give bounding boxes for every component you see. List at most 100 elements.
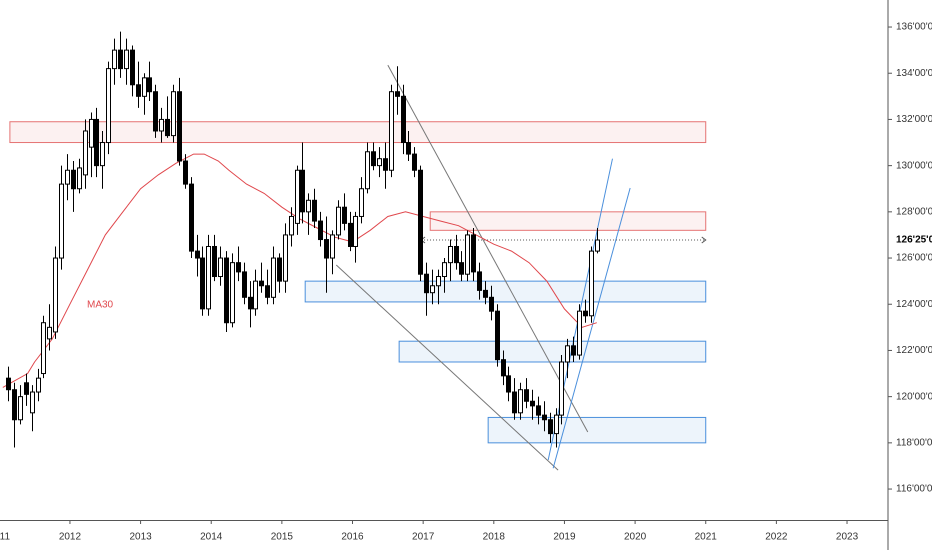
trend-line <box>335 264 559 471</box>
candle-body <box>348 222 353 247</box>
x-tick-label: 2013 <box>129 532 152 543</box>
candle-body <box>177 91 182 162</box>
x-tick-label: 2023 <box>836 532 859 543</box>
candle-body <box>418 169 423 275</box>
candle-body <box>477 271 482 291</box>
candle-body <box>130 49 135 86</box>
candle-body <box>318 220 323 241</box>
candle-body <box>548 419 553 435</box>
x-tick-label: 2011 <box>0 532 10 543</box>
candle-body <box>118 49 123 70</box>
candle-body <box>448 245 453 264</box>
candle-body <box>530 400 535 407</box>
candle-body <box>77 167 82 190</box>
candle-body <box>53 257 58 333</box>
candle-body <box>577 310 582 356</box>
candle-body <box>365 151 370 190</box>
candle-body <box>289 215 294 236</box>
candle-body <box>336 206 341 236</box>
candle-body <box>377 158 382 167</box>
candle-body <box>124 49 129 70</box>
candle-body <box>259 280 264 287</box>
candle-body <box>442 262 447 278</box>
candle-body <box>106 68 111 144</box>
candle-body <box>200 257 205 310</box>
candle-body <box>359 188 364 217</box>
candle-body <box>506 375 511 393</box>
candle-body <box>483 289 488 298</box>
ma-line <box>2 153 597 388</box>
candle-body <box>371 151 376 167</box>
candle-body <box>253 280 258 310</box>
candle-body <box>224 257 229 324</box>
x-tick-label: 2012 <box>59 532 82 543</box>
candle-body <box>94 118 99 167</box>
candle-body <box>153 91 158 132</box>
candle-body <box>71 169 76 190</box>
candle-body <box>583 310 588 317</box>
candle-body <box>430 285 435 294</box>
candle-body <box>24 382 29 395</box>
x-tick-label: 2016 <box>341 532 364 543</box>
candle-body <box>565 345 570 363</box>
x-tick-label: 2021 <box>695 532 718 543</box>
candle-body <box>195 250 200 259</box>
candle-body <box>465 234 470 275</box>
y-tick-label: 116'00'0 <box>896 484 932 495</box>
candle-body <box>383 158 388 171</box>
candle-body <box>265 285 270 298</box>
candle-body <box>595 239 600 252</box>
candle-body <box>324 239 329 259</box>
candle-body <box>389 91 394 171</box>
y-tick-label: 118'00'0 <box>896 437 932 448</box>
ma-label: MA30 <box>87 300 114 311</box>
candle-body <box>512 391 517 414</box>
x-tick-label: 2019 <box>553 532 576 543</box>
x-tick-label: 2020 <box>624 532 647 543</box>
candle-body <box>501 359 506 377</box>
y-tick-label: 136'00'0 <box>896 22 932 33</box>
zone <box>487 416 707 444</box>
candle-body <box>18 396 23 421</box>
candle-body <box>283 234 288 282</box>
candle-body <box>489 296 494 312</box>
last-price-label: 126'25'0 <box>896 235 932 246</box>
trend-line <box>387 64 589 433</box>
candle-body <box>330 234 335 259</box>
candle-body <box>100 142 105 167</box>
x-tick-label: 2015 <box>271 532 294 543</box>
candle-body <box>271 257 276 298</box>
candle-body <box>395 91 400 97</box>
candle-body <box>41 322 46 375</box>
x-tick-label: 2018 <box>483 532 506 543</box>
candle-body <box>559 361 564 416</box>
candle-body <box>230 262 235 324</box>
candle-body <box>65 169 70 185</box>
candle-body <box>495 310 500 361</box>
candle-body <box>312 199 317 222</box>
y-tick-label: 126'00'0 <box>896 253 932 264</box>
candle-body <box>295 169 300 224</box>
y-tick-label: 132'00'0 <box>896 114 932 125</box>
candle-body <box>47 326 52 340</box>
candle-body <box>524 389 529 402</box>
candle-body <box>189 183 194 252</box>
candle-body <box>454 245 459 264</box>
candle-body <box>571 345 576 356</box>
y-tick-label: 134'00'0 <box>896 68 932 79</box>
candle-body <box>406 142 411 155</box>
candle-body <box>248 296 253 310</box>
candle-body <box>459 262 464 275</box>
candle-body <box>536 405 541 416</box>
candle-body <box>136 84 141 97</box>
candle-body <box>300 169 305 213</box>
candle-body <box>589 250 594 317</box>
candle-body <box>218 257 223 278</box>
candle-body <box>6 377 11 391</box>
candle-body <box>277 257 282 282</box>
candle-body <box>171 91 176 137</box>
candle-body <box>471 234 476 273</box>
